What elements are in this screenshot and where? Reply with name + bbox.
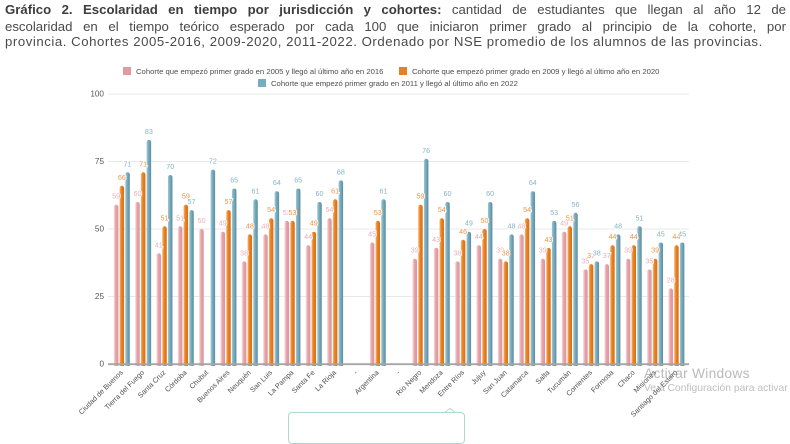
svg-text:64: 64 [529, 178, 537, 187]
svg-text:43: 43 [544, 235, 552, 244]
svg-text:49: 49 [219, 219, 227, 228]
svg-text:Córdoba: Córdoba [163, 368, 189, 394]
svg-text:76: 76 [422, 146, 430, 155]
svg-text:-: - [394, 368, 402, 376]
svg-text:39: 39 [539, 246, 547, 255]
svg-text:68: 68 [337, 167, 345, 176]
svg-text:60: 60 [486, 189, 494, 198]
svg-text:54: 54 [267, 205, 275, 214]
svg-text:Salta: Salta [533, 368, 551, 386]
svg-text:Jujuy: Jujuy [469, 368, 488, 387]
svg-text:100: 100 [90, 90, 104, 99]
svg-text:39: 39 [411, 246, 419, 255]
svg-text:50: 50 [95, 225, 105, 234]
svg-text:45: 45 [657, 230, 665, 239]
svg-text:25: 25 [95, 292, 105, 301]
svg-text:49: 49 [310, 219, 318, 228]
svg-text:50: 50 [197, 216, 205, 225]
svg-text:65: 65 [294, 176, 302, 185]
svg-text:54: 54 [438, 205, 446, 214]
svg-text:44: 44 [630, 232, 638, 241]
svg-text:64: 64 [273, 178, 281, 187]
svg-text:66: 66 [118, 173, 126, 182]
svg-text:45: 45 [368, 230, 376, 239]
svg-text:60: 60 [133, 189, 141, 198]
svg-text:56: 56 [571, 200, 579, 209]
svg-text:61: 61 [380, 186, 388, 195]
svg-text:71: 71 [139, 159, 147, 168]
svg-text:38: 38 [593, 248, 601, 257]
svg-text:83: 83 [145, 127, 153, 136]
svg-text:39: 39 [496, 246, 504, 255]
svg-text:59: 59 [416, 192, 424, 201]
svg-text:39: 39 [651, 246, 659, 255]
svg-text:65: 65 [230, 176, 238, 185]
svg-text:51: 51 [161, 213, 169, 222]
svg-text:0: 0 [99, 360, 104, 369]
svg-text:37: 37 [603, 251, 611, 260]
svg-text:50: 50 [480, 216, 488, 225]
svg-text:61: 61 [331, 186, 339, 195]
svg-text:38: 38 [453, 248, 461, 257]
svg-text:51: 51 [635, 213, 643, 222]
svg-text:53: 53 [288, 208, 296, 217]
svg-text:61: 61 [252, 186, 260, 195]
svg-text:48: 48 [507, 221, 515, 230]
svg-text:La Rioja: La Rioja [313, 368, 338, 393]
svg-text:44: 44 [475, 232, 483, 241]
svg-text:51: 51 [566, 213, 574, 222]
svg-text:44: 44 [304, 232, 312, 241]
svg-text:46: 46 [459, 227, 467, 236]
svg-text:44: 44 [672, 232, 680, 241]
svg-text:49: 49 [465, 219, 473, 228]
svg-text:41: 41 [155, 240, 163, 249]
svg-text:60: 60 [316, 189, 324, 198]
svg-text:Santa Fe: Santa Fe [290, 368, 317, 395]
svg-text:54: 54 [325, 205, 333, 214]
svg-text:54: 54 [523, 205, 531, 214]
svg-text:53: 53 [283, 208, 291, 217]
svg-text:71: 71 [124, 159, 132, 168]
svg-text:60: 60 [444, 189, 452, 198]
svg-text:Formosa: Formosa [589, 368, 615, 394]
svg-text:44: 44 [608, 232, 616, 241]
svg-text:35: 35 [645, 257, 653, 266]
svg-text:35: 35 [581, 257, 589, 266]
svg-text:59: 59 [112, 192, 120, 201]
svg-text:51: 51 [176, 213, 184, 222]
svg-text:48: 48 [246, 221, 254, 230]
svg-text:Neuquén: Neuquén [226, 368, 253, 395]
svg-text:75: 75 [95, 157, 105, 166]
svg-text:48: 48 [614, 221, 622, 230]
svg-text:53: 53 [550, 208, 558, 217]
svg-text:-: - [351, 368, 359, 376]
svg-text:70: 70 [166, 162, 174, 171]
svg-text:39: 39 [624, 246, 632, 255]
svg-text:43: 43 [432, 235, 440, 244]
svg-text:28: 28 [667, 275, 675, 284]
svg-text:57: 57 [225, 197, 233, 206]
svg-text:59: 59 [182, 192, 190, 201]
svg-text:38: 38 [502, 248, 510, 257]
svg-text:48: 48 [261, 221, 269, 230]
svg-text:48: 48 [517, 221, 525, 230]
svg-text:49: 49 [560, 219, 568, 228]
svg-text:53: 53 [374, 208, 382, 217]
svg-text:57: 57 [188, 197, 196, 206]
svg-text:45: 45 [678, 230, 686, 239]
svg-text:37: 37 [587, 251, 595, 260]
svg-text:72: 72 [209, 157, 217, 166]
svg-text:38: 38 [240, 248, 248, 257]
